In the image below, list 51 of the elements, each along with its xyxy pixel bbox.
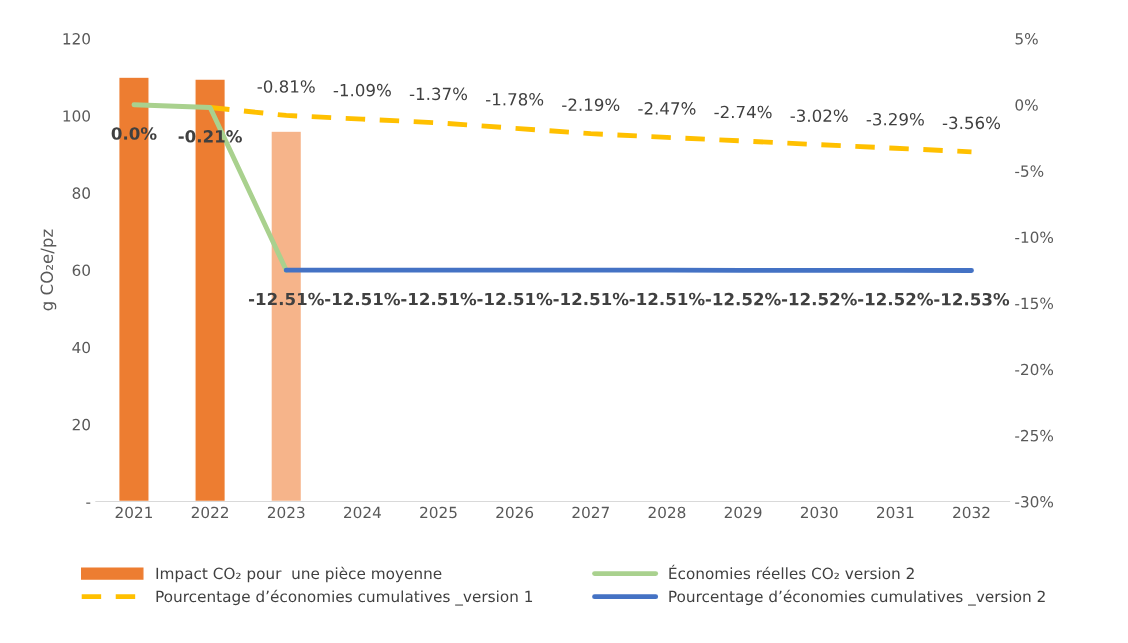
x-tick-label: 2025: [420, 506, 457, 519]
y2-tick-label: -30%: [1015, 496, 1054, 508]
y2-tick-label: -10%: [1015, 231, 1054, 244]
y-tick-label: 20: [72, 418, 90, 431]
data-label: -12.51%: [629, 292, 705, 306]
x-tick-label: 2029: [724, 506, 762, 519]
x-tick-label: 2022: [191, 506, 228, 519]
x-tick-label: 2027: [572, 506, 609, 519]
data-label: -3.29%: [866, 112, 924, 126]
data-label: -0.81%: [257, 80, 315, 93]
y-tick-label: -: [86, 502, 91, 504]
data-label: -12.51%: [325, 292, 401, 306]
y-tick-label: 100: [63, 110, 90, 122]
y-tick-label: 60: [72, 264, 90, 277]
data-label: -12.52%: [781, 292, 857, 306]
data-label: -2.47%: [638, 102, 696, 115]
x-tick-label: 2021: [115, 506, 152, 519]
legend-label: Pourcentage d’économies cumulatives _version 1: [156, 589, 533, 606]
data-label: -2.74%: [714, 105, 772, 119]
y2-tick-label: -20%: [1015, 363, 1054, 376]
y-tick-label: 80: [72, 187, 90, 199]
y2-tick-label: -25%: [1015, 429, 1054, 442]
data-label: -12.52%: [705, 292, 781, 306]
data-label: -3.56%: [942, 116, 1001, 130]
data-label: -12.52%: [858, 292, 933, 306]
x-tick-label: 2026: [496, 506, 534, 519]
x-tick-label: 2032: [953, 506, 990, 519]
x-tick-label: 2023: [267, 506, 305, 519]
y2-tick-label: 0%: [1015, 99, 1038, 111]
data-label: -1.09%: [333, 83, 391, 97]
legend-label: Impact CO₂ pour une pièce moyenne: [156, 566, 442, 583]
legend-label: Économies réelles CO₂ version 2: [669, 564, 914, 580]
y-axis-title: g CO₂e/pz: [40, 229, 57, 311]
x-tick-label: 2028: [648, 506, 686, 519]
y2-tick-label: 5%: [1015, 33, 1038, 45]
data-label: -12.51%: [401, 292, 477, 306]
y2-tick-label: -15%: [1015, 297, 1054, 310]
y2-tick-label: -5%: [1015, 165, 1044, 177]
data-label: -1.78%: [485, 92, 544, 106]
x-tick-label: 2031: [877, 506, 914, 519]
data-label: -1.37%: [409, 87, 468, 101]
data-label: -3.02%: [790, 109, 848, 122]
x-tick-label: 2030: [800, 506, 838, 519]
data-label: -12.51%: [477, 292, 553, 306]
data-label: -2.19%: [562, 98, 620, 112]
y-tick-label: 40: [72, 341, 90, 354]
x-tick-label: 2024: [344, 506, 381, 519]
y-tick-label: 120: [63, 33, 90, 45]
legend-label: Pourcentage d’économies cumulatives _version 2: [669, 589, 1045, 606]
data-label: -12.53%: [934, 292, 1010, 306]
data-label: -12.51%: [553, 292, 629, 306]
